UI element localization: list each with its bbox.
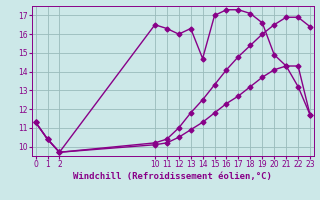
X-axis label: Windchill (Refroidissement éolien,°C): Windchill (Refroidissement éolien,°C) [73,172,272,181]
